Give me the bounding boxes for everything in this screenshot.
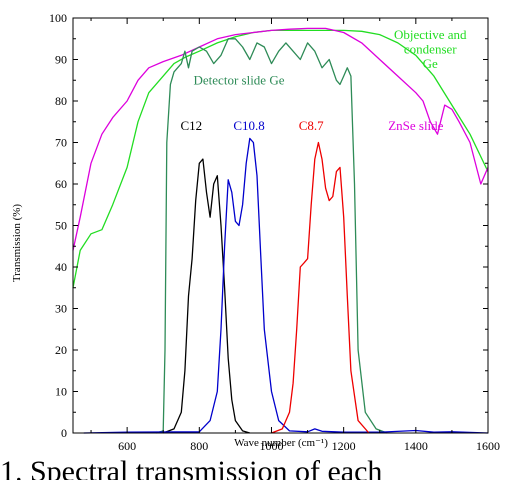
x-tick-label: 1200: [332, 439, 356, 453]
annotation-label-7: C8.7: [299, 118, 324, 133]
y-tick-label: 10: [55, 385, 67, 399]
y-tick-label: 30: [55, 302, 67, 316]
series-line-0: [72, 29, 489, 288]
x-tick-label: 1000: [259, 439, 283, 453]
y-tick-label: 70: [55, 136, 67, 150]
x-tick-label: 1400: [404, 439, 428, 453]
x-tick-label: 1600: [476, 439, 500, 453]
annotation-label-5: C12: [181, 118, 203, 133]
series-line-2: [155, 38, 388, 434]
y-tick-label: 40: [55, 260, 67, 274]
ticks-layer: 0 10 20 30 40 50 60 70 80 90 100 600 800 1000 1200 1400…: [49, 11, 500, 453]
y-tick-label: 20: [55, 343, 67, 357]
x-tick-label: 600: [118, 439, 136, 453]
figure-caption: 1. Spectral transmission of each: [0, 455, 383, 480]
series-line-4: [83, 137, 489, 434]
y-tick-label: 60: [55, 177, 67, 191]
series-line-1: [72, 27, 489, 251]
y-tick-label: 50: [55, 219, 67, 233]
annotation-label-4: ZnSe slide: [388, 118, 443, 133]
y-tick-label: 100: [49, 11, 67, 25]
x-tick-label: 800: [190, 439, 208, 453]
y-tick-label: 80: [55, 94, 67, 108]
y-tick-label: 90: [55, 53, 67, 67]
series-line-3: [162, 158, 250, 434]
x-axis-title: Wave number (cm⁻¹): [234, 437, 328, 449]
annotation-label-3: Detector slide Ge: [194, 72, 285, 87]
y-axis-title: Transmission (%): [11, 204, 23, 282]
annotation-label-6: C10.8: [233, 118, 264, 133]
y-tick-label: 0: [61, 426, 67, 440]
annotation-label-0: Objective and: [394, 27, 467, 42]
transmission-chart: 0 10 20 30 40 50 60 70 80 90 100 600 800 1000 1200 1400…: [11, 11, 500, 453]
annotation-label-2: Ge: [423, 56, 438, 71]
series-line-5: [271, 141, 370, 434]
annotation-label-1: condenser: [404, 41, 457, 56]
series-layer: [72, 27, 489, 434]
